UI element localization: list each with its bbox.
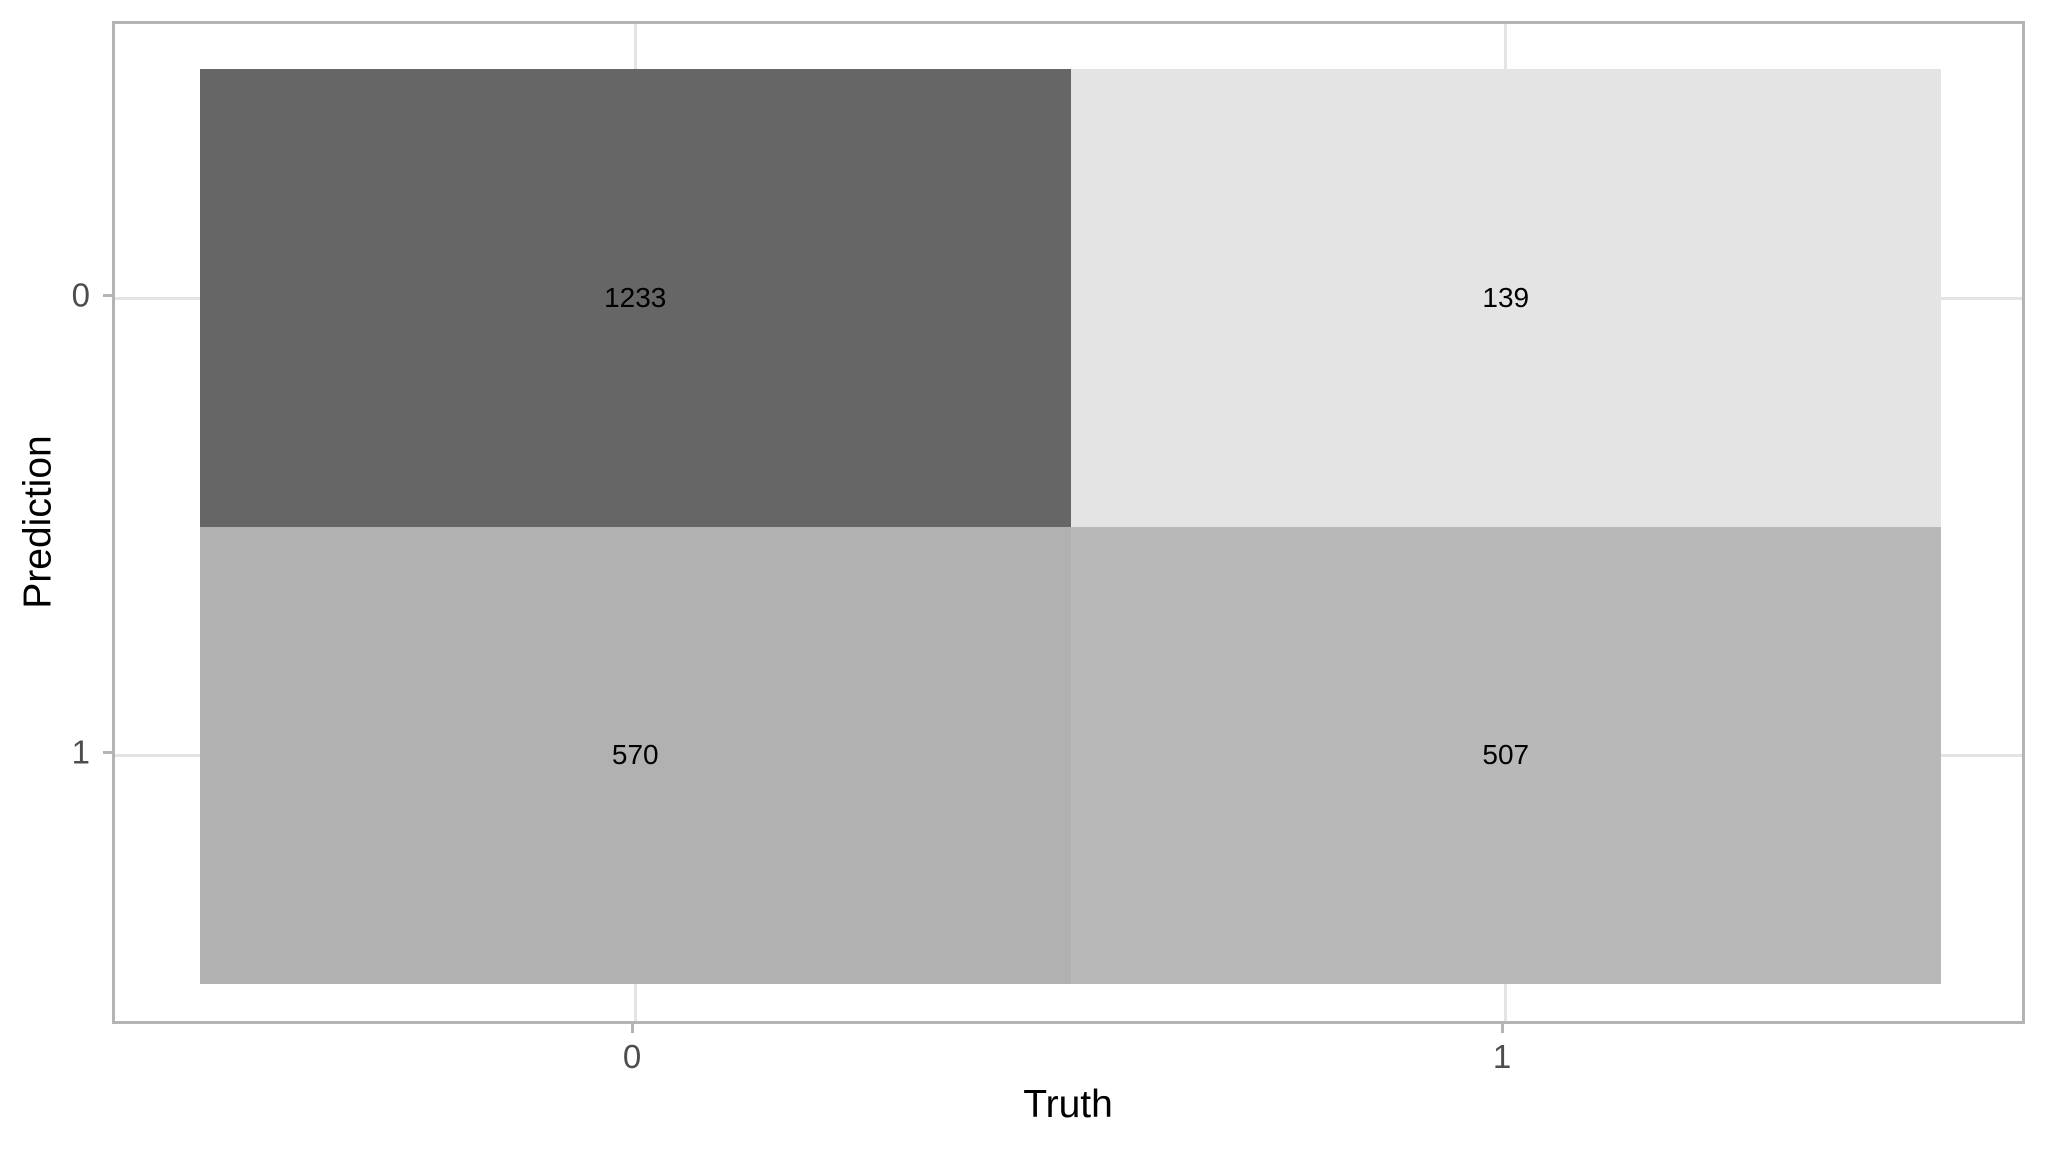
tile-truth0-pred1: 570 <box>200 526 1071 984</box>
y-tick-mark-1 <box>103 751 112 754</box>
y-tick-label-1: 1 <box>71 733 90 771</box>
cell-count-truth1-pred0: 139 <box>1482 281 1530 313</box>
y-tick-mark-0 <box>103 294 112 297</box>
tile-truth1-pred1: 507 <box>1070 526 1941 984</box>
tile-truth1-pred0: 139 <box>1070 69 1941 527</box>
heatmap-tiles: 1233 139 570 507 <box>200 69 1941 984</box>
y-tick-label-0: 0 <box>71 276 90 314</box>
tile-truth0-pred0: 1233 <box>200 69 1071 527</box>
cell-count-truth0-pred0: 1233 <box>604 281 667 313</box>
y-axis-title: Prediction <box>16 435 60 609</box>
cell-count-truth0-pred1: 570 <box>611 739 659 771</box>
x-axis-title: Truth <box>1023 1083 1113 1126</box>
x-tick-label-0: 0 <box>622 1038 642 1075</box>
x-tick-mark-1 <box>1501 1024 1504 1033</box>
x-tick-label-1: 1 <box>1492 1038 1512 1075</box>
plot-panel: 1233 139 570 507 <box>112 21 2025 1024</box>
cell-count-truth1-pred1: 507 <box>1482 739 1530 771</box>
x-tick-mark-0 <box>631 1024 634 1033</box>
